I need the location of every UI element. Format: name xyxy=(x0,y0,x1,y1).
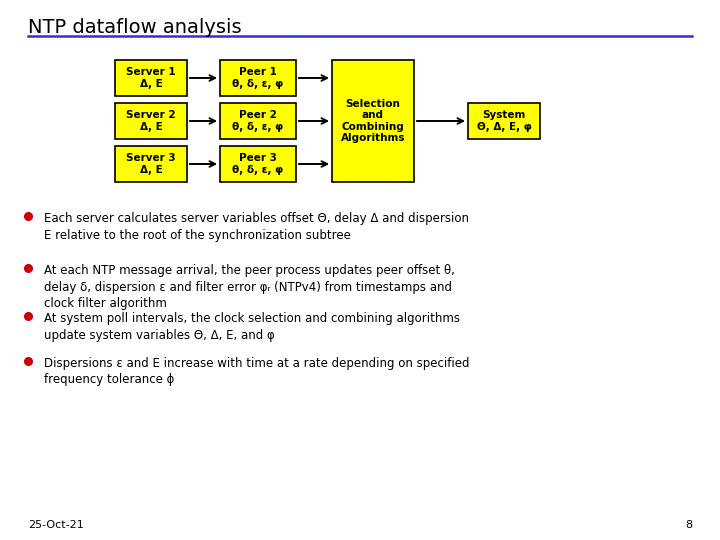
Bar xyxy=(468,103,540,139)
Text: 25-Oct-21: 25-Oct-21 xyxy=(28,520,84,530)
Text: At system poll intervals, the clock selection and combining algorithms
update sy: At system poll intervals, the clock sele… xyxy=(44,312,460,341)
Text: System
Θ, Δ, E, φ: System Θ, Δ, E, φ xyxy=(477,110,531,132)
Bar xyxy=(220,146,296,182)
Text: 8: 8 xyxy=(685,520,692,530)
Bar xyxy=(115,146,187,182)
Text: Server 1
Δ, E: Server 1 Δ, E xyxy=(126,67,176,89)
Text: Selection
and
Combining
Algorithms: Selection and Combining Algorithms xyxy=(341,99,405,144)
Text: At each NTP message arrival, the peer process updates peer offset θ,
delay δ, di: At each NTP message arrival, the peer pr… xyxy=(44,264,455,310)
Bar xyxy=(115,60,187,96)
Text: Server 3
Δ, E: Server 3 Δ, E xyxy=(126,153,176,175)
Bar xyxy=(220,103,296,139)
Text: Peer 2
θ, δ, ε, φ: Peer 2 θ, δ, ε, φ xyxy=(233,110,284,132)
Bar xyxy=(220,60,296,96)
Text: NTP dataflow analysis: NTP dataflow analysis xyxy=(28,18,242,37)
Text: Each server calculates server variables offset Θ, delay Δ and dispersion
E relat: Each server calculates server variables … xyxy=(44,212,469,241)
Text: Peer 3
θ, δ, ε, φ: Peer 3 θ, δ, ε, φ xyxy=(233,153,284,175)
Bar xyxy=(332,60,414,182)
Text: Peer 1
θ, δ, ε, φ: Peer 1 θ, δ, ε, φ xyxy=(233,67,284,89)
Bar xyxy=(115,103,187,139)
Text: Server 2
Δ, E: Server 2 Δ, E xyxy=(126,110,176,132)
Text: Dispersions ε and E increase with time at a rate depending on specified
frequenc: Dispersions ε and E increase with time a… xyxy=(44,357,469,387)
